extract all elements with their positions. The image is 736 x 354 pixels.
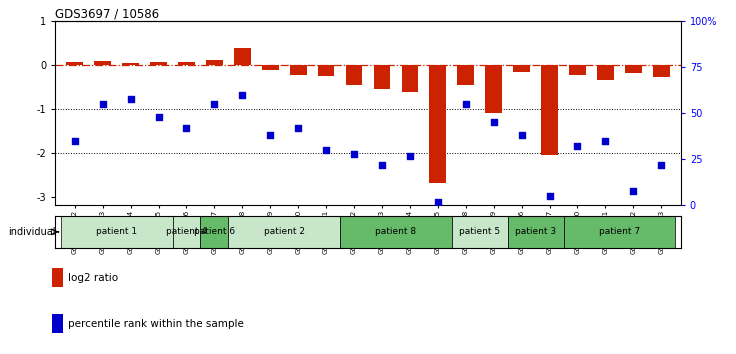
Bar <box>508 216 564 248</box>
Bar <box>346 65 362 85</box>
Text: patient 3: patient 3 <box>515 227 556 236</box>
Point <box>69 138 81 144</box>
Bar <box>429 65 446 183</box>
Point <box>460 101 472 107</box>
Bar <box>485 65 502 113</box>
Point <box>516 132 528 138</box>
Text: log2 ratio: log2 ratio <box>68 273 118 283</box>
Text: patient 1: patient 1 <box>96 227 137 236</box>
Point <box>432 199 444 205</box>
Point <box>600 138 612 144</box>
Bar <box>94 61 111 65</box>
Bar <box>172 216 200 248</box>
Point <box>627 188 639 193</box>
Point <box>124 96 136 101</box>
Point <box>404 153 416 159</box>
Text: patient 2: patient 2 <box>263 227 305 236</box>
Point <box>236 92 248 98</box>
Bar <box>66 62 83 65</box>
Text: patient 5: patient 5 <box>459 227 500 236</box>
Point <box>320 147 332 153</box>
Text: patient 4: patient 4 <box>166 227 207 236</box>
Bar <box>61 216 172 248</box>
Point <box>348 151 360 156</box>
Bar <box>402 65 418 92</box>
Point <box>488 120 500 125</box>
Bar <box>262 65 279 70</box>
Bar <box>653 65 670 77</box>
Bar <box>178 62 195 65</box>
Bar <box>569 65 586 75</box>
Point <box>97 101 109 107</box>
Point <box>655 162 667 168</box>
Bar <box>374 65 390 89</box>
Bar <box>564 216 675 248</box>
Bar <box>513 65 530 72</box>
Bar <box>122 63 139 65</box>
Text: GDS3697 / 10586: GDS3697 / 10586 <box>55 7 159 20</box>
Point <box>180 125 192 131</box>
Bar <box>228 216 340 248</box>
Bar <box>234 48 251 65</box>
Bar <box>290 65 307 75</box>
Point <box>376 162 388 168</box>
Text: patient 7: patient 7 <box>599 227 640 236</box>
Text: percentile rank within the sample: percentile rank within the sample <box>68 319 244 329</box>
Bar <box>541 65 558 155</box>
Bar <box>340 216 452 248</box>
Bar <box>625 65 642 73</box>
Text: individual: individual <box>8 227 56 237</box>
Bar <box>597 65 614 80</box>
Bar <box>200 216 228 248</box>
Bar <box>150 62 167 65</box>
Point <box>152 114 164 120</box>
Point <box>208 101 220 107</box>
Point <box>572 144 584 149</box>
Point <box>264 132 276 138</box>
Point <box>544 193 556 199</box>
Bar <box>318 65 334 76</box>
Text: patient 6: patient 6 <box>194 227 235 236</box>
Bar <box>206 60 223 65</box>
Bar <box>457 65 474 85</box>
Point <box>292 125 304 131</box>
Text: patient 8: patient 8 <box>375 227 417 236</box>
Bar <box>452 216 508 248</box>
